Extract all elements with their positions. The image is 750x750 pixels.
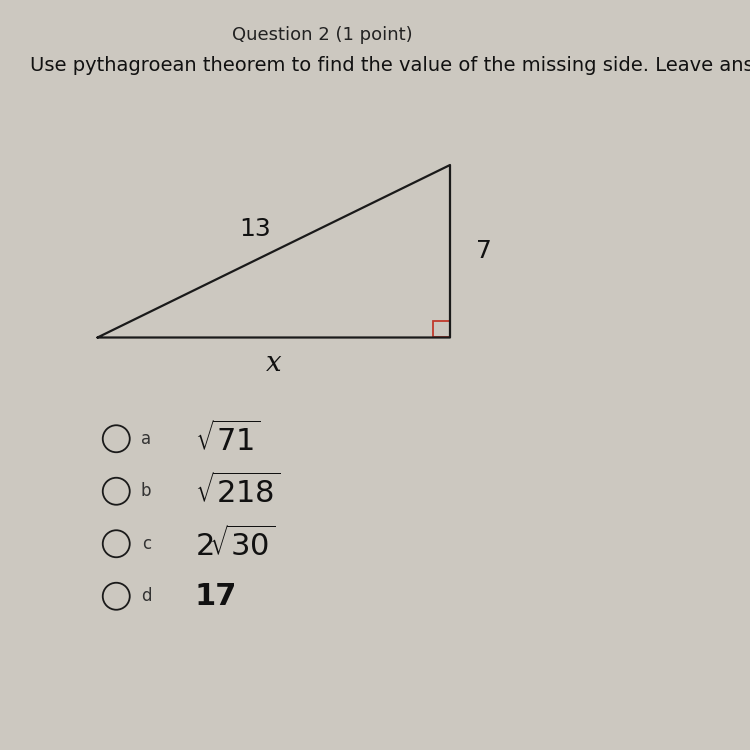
Text: Use pythagroean theorem to find the value of the missing side. Leave answers: Use pythagroean theorem to find the valu… <box>30 56 750 75</box>
Text: $\sqrt{218}$: $\sqrt{218}$ <box>195 473 280 509</box>
Text: c: c <box>142 535 151 553</box>
Text: 13: 13 <box>239 217 271 241</box>
Text: 7: 7 <box>476 239 492 263</box>
Text: 17: 17 <box>195 582 237 610</box>
Text: x: x <box>266 350 281 377</box>
Text: d: d <box>141 587 152 605</box>
Text: a: a <box>141 430 152 448</box>
Text: $\sqrt{71}$: $\sqrt{71}$ <box>195 421 261 457</box>
Bar <box>433 321 450 338</box>
Text: b: b <box>141 482 152 500</box>
Text: $2\!\sqrt{30}$: $2\!\sqrt{30}$ <box>195 526 275 562</box>
Text: Question 2 (1 point): Question 2 (1 point) <box>232 26 412 44</box>
